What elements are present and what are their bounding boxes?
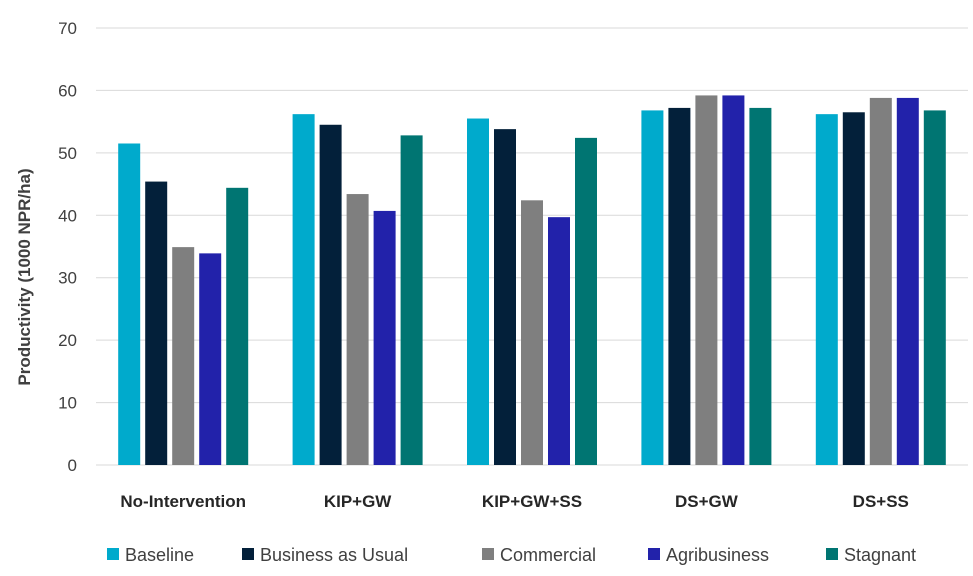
bar-commercial (172, 247, 195, 465)
legend-swatch (242, 548, 254, 560)
bar-baseline (467, 118, 489, 466)
bar-baseline (292, 114, 315, 465)
bar-commercial (869, 97, 892, 466)
legend-swatch (826, 548, 838, 560)
bar-stagnant (226, 187, 249, 465)
y-tick-label: 10 (58, 394, 77, 413)
y-tick-label: 40 (58, 206, 77, 225)
bar-agribusiness (548, 217, 570, 465)
y-tick-label: 30 (58, 269, 77, 288)
legend-label: Baseline (125, 545, 194, 565)
bar-agribusiness (373, 210, 396, 465)
x-category-label: DS+SS (853, 492, 909, 511)
y-tick-label: 60 (58, 81, 77, 100)
x-category-label: KIP+GW (324, 492, 392, 511)
bar-business-as-usual (319, 124, 342, 465)
y-axis-ticks: 0 10 20 30 40 50 60 70 (58, 19, 77, 475)
x-category-label: No-Intervention (120, 492, 246, 511)
legend-label: Business as Usual (260, 545, 408, 565)
bar-business-as-usual (668, 107, 691, 465)
y-tick-label: 20 (58, 331, 77, 350)
bar-baseline (118, 143, 141, 465)
bar-stagnant (923, 110, 946, 466)
y-tick-label: 0 (68, 456, 77, 475)
bar-commercial (521, 200, 543, 465)
legend-swatch (107, 548, 119, 560)
bar-business-as-usual (145, 181, 168, 465)
bars (118, 95, 946, 466)
y-tick-label: 70 (58, 19, 77, 38)
legend: Baseline Business as Usual Commercial Agrib… (107, 545, 916, 565)
bar-stagnant (400, 135, 423, 465)
bar-business-as-usual (842, 112, 865, 466)
x-category-label: DS+GW (675, 492, 739, 511)
bar-agribusiness (722, 95, 745, 466)
bar-business-as-usual (494, 129, 516, 466)
bar-commercial (695, 95, 718, 466)
bar-commercial (346, 194, 369, 465)
bar-stagnant (749, 107, 772, 465)
bar-baseline (641, 110, 664, 466)
bar-baseline (815, 114, 838, 465)
y-tick-label: 50 (58, 144, 77, 163)
legend-swatch (482, 548, 494, 560)
bar-agribusiness (896, 97, 919, 466)
legend-swatch (648, 548, 660, 560)
x-category-label: KIP+GW+SS (482, 492, 582, 511)
legend-label: Agribusiness (666, 545, 769, 565)
x-axis-categories: No-Intervention KIP+GW KIP+GW+SS DS+GW DS+SS (120, 492, 909, 511)
y-axis-title: Productivity (1000 NPR/ha) (15, 168, 34, 385)
legend-label: Commercial (500, 545, 596, 565)
bar-agribusiness (199, 253, 222, 465)
bar-stagnant (575, 137, 597, 466)
legend-label: Stagnant (844, 545, 916, 565)
